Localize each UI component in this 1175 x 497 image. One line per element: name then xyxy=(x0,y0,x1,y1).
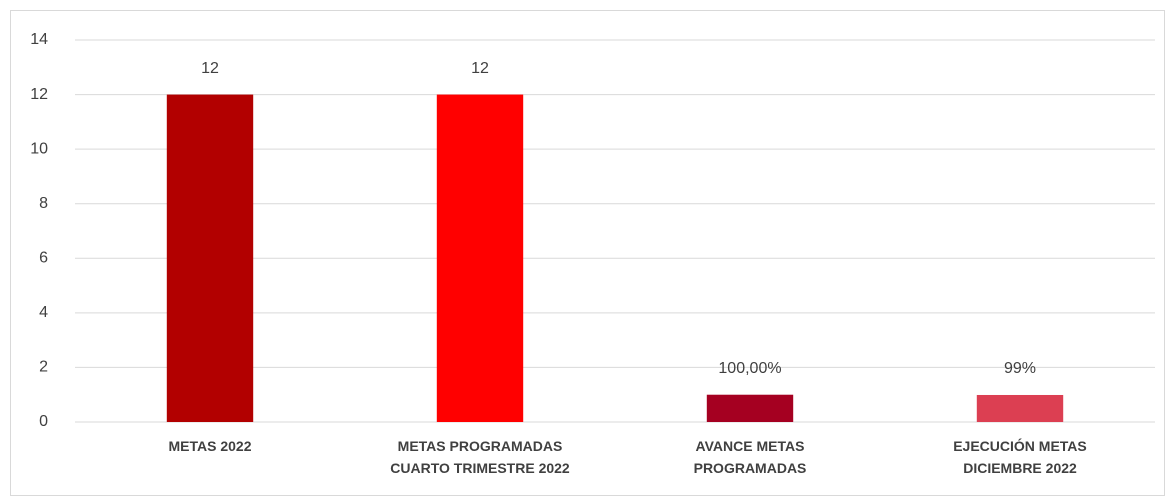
bar xyxy=(976,394,1064,422)
data-label: 99% xyxy=(1004,360,1036,377)
x-tick-label: METAS 2022 xyxy=(169,438,252,454)
x-tick-label: EJECUCIÓN METAS DICIEMBRE 2022 xyxy=(953,437,1087,476)
bar xyxy=(436,94,524,423)
data-label: 12 xyxy=(471,60,489,77)
data-label: 12 xyxy=(201,60,219,77)
data-label: 100,00% xyxy=(718,360,781,377)
y-tick-label: 14 xyxy=(30,31,48,48)
y-tick-label: 2 xyxy=(39,359,48,376)
y-tick-label: 0 xyxy=(39,413,48,430)
y-tick-label: 12 xyxy=(30,86,48,103)
x-tick-label: AVANCE METAS PROGRAMADAS xyxy=(694,438,807,476)
y-tick-label: 4 xyxy=(39,304,48,321)
bar xyxy=(166,94,254,423)
x-tick-label: METAS PROGRAMADAS CUARTO TRIMESTRE 2022 xyxy=(390,438,570,476)
bar xyxy=(706,394,794,422)
y-tick-label: 6 xyxy=(39,250,48,267)
y-tick-label: 8 xyxy=(39,195,48,212)
y-tick-label: 10 xyxy=(30,140,48,157)
